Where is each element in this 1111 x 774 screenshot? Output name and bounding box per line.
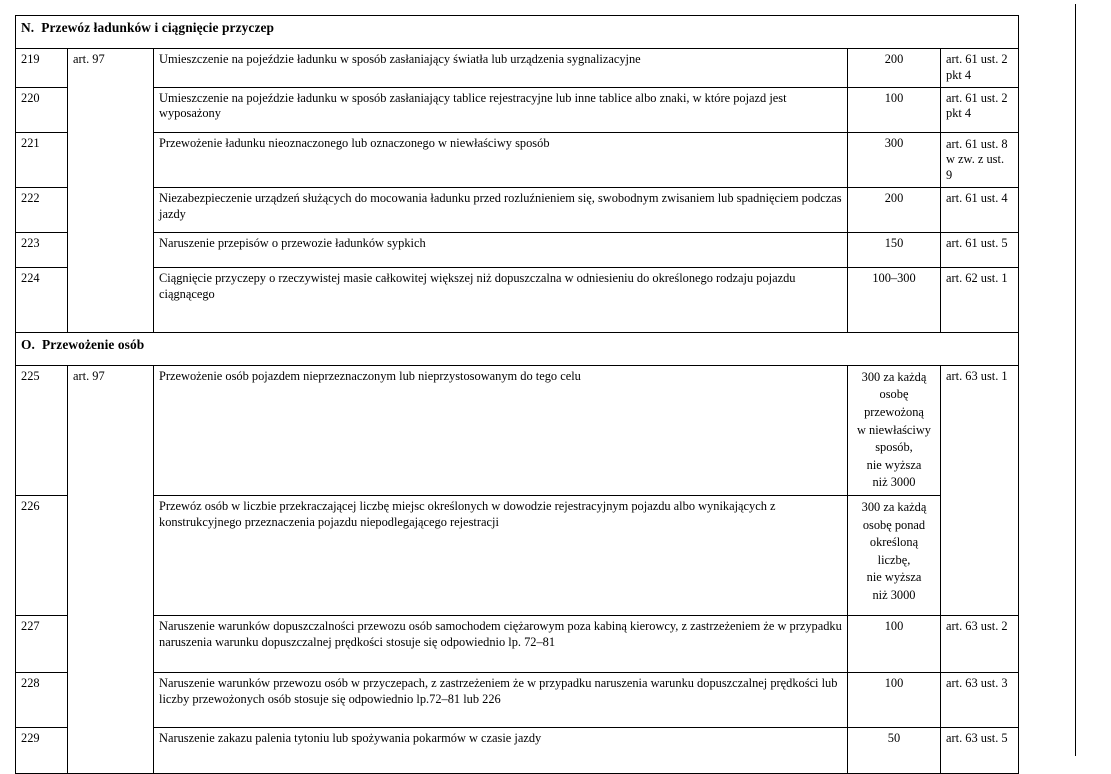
table-row: 229 Naruszenie zakazu palenia tytoniu lu… <box>15 727 1020 774</box>
row-legal-ref: art. 61 ust. 5 <box>939 231 1020 268</box>
fine-line: osobę ponad <box>862 517 926 532</box>
section-title-o: Przewożenie osób <box>41 336 145 352</box>
row-fine: 100 <box>847 86 941 133</box>
row-lp: 227 <box>15 615 68 674</box>
row-description: Przewożenie ładunku nieoznaczonego lub o… <box>153 131 848 188</box>
row-legal-ref: art. 61 ust. 4 <box>939 186 1020 233</box>
row-fine: 300 <box>847 131 941 188</box>
table-row: 228 Naruszenie warunków przewozu osób w … <box>15 672 1020 729</box>
row-article-group: art. 97 <box>67 364 154 774</box>
row-description: Umieszczenie na pojeździe ładunku w spos… <box>153 48 848 88</box>
row-fine: 300 za każdą osobę ponad określoną liczb… <box>847 495 941 617</box>
row-lp: 224 <box>15 266 68 333</box>
position-number: Poz. 2484 <box>1062 672 1111 724</box>
row-description: Naruszenie warunków dopuszczalności prze… <box>153 615 848 674</box>
row-legal-ref-grouped: art. 63 ust. 1 <box>939 364 1020 617</box>
row-fine: 200 <box>847 48 941 88</box>
row-lp: 223 <box>15 231 68 268</box>
penalty-table: N. Przewóz ładunków i ciągnięcie przyczep… <box>14 15 1020 774</box>
row-legal-ref: art. 61 ust. 2 pkt 4 <box>939 86 1020 133</box>
fine-line: 300 za każdą <box>861 500 927 515</box>
section-letter-o: O. <box>21 336 35 352</box>
row-fine: 100 <box>847 615 941 674</box>
row-description: Naruszenie warunków przewozu osób w przy… <box>153 672 848 729</box>
table-row: 223 Naruszenie przepisów o przewozie ład… <box>15 231 1020 268</box>
table-row: 222 Niezabezpieczenie urządzeń służących… <box>15 186 1020 233</box>
page-number: – 13 – <box>1062 350 1111 378</box>
fine-line: 300 za każdą <box>861 369 927 384</box>
row-legal-ref: art. 61 ust. 8 w zw. z ust. 9 <box>939 131 1020 188</box>
margin-divider-line <box>1075 4 1076 756</box>
row-description: Niezabezpieczenie urządzeń służących do … <box>153 186 848 233</box>
row-lp: 225 <box>15 364 68 497</box>
row-lp: 222 <box>15 186 68 233</box>
fine-line: liczbę, <box>877 552 911 567</box>
fine-line: w niewłaściwy <box>857 422 931 437</box>
journal-name: Dziennik Ustaw <box>1062 8 1111 96</box>
fine-line: nie wyższa <box>866 570 922 585</box>
row-legal-ref: art. 62 ust. 1 <box>939 266 1020 333</box>
row-fine: 100 <box>847 672 941 729</box>
table-row: 221 Przewożenie ładunku nieoznaczonego l… <box>15 131 1020 188</box>
section-header-o: O. Przewożenie osób <box>14 331 1020 366</box>
row-description: Przewóz osób w liczbie przekraczającej l… <box>153 495 848 617</box>
table-row: 226 Przewóz osób w liczbie przekraczając… <box>15 495 1019 617</box>
page-margin-rail: Dziennik Ustaw – 13 – Poz. 2484 <box>1062 0 1111 760</box>
fine-line: niż 3000 <box>872 475 916 490</box>
row-lp: 229 <box>15 727 68 774</box>
section-letter-n: N. <box>21 20 35 35</box>
row-description: Ciągnięcie przyczepy o rzeczywistej masi… <box>153 266 848 333</box>
fine-line: osobę <box>879 387 909 402</box>
row-description: Umieszczenie na pojeździe ładunku w spos… <box>153 86 848 133</box>
row-lp: 220 <box>15 86 68 133</box>
row-fine: 100–300 <box>847 266 941 333</box>
row-lp: 219 <box>15 48 68 88</box>
row-article-group: art. 97 <box>67 48 154 333</box>
table-row: 225 art. 97 Przewożenie osób pojazdem ni… <box>15 364 1020 774</box>
row-description: Przewożenie osób pojazdem nieprzeznaczon… <box>153 364 848 497</box>
table-row: 220 Umieszczenie na pojeździe ładunku w … <box>15 86 1020 133</box>
row-legal-ref: art. 61 ust. 2 pkt 4 <box>939 48 1020 88</box>
row-legal-ref: art. 63 ust. 2 <box>939 615 1020 674</box>
row-fine: 50 <box>847 727 941 774</box>
row-lp: 221 <box>15 131 68 188</box>
row-legal-ref: art. 63 ust. 3 <box>939 672 1020 729</box>
row-description: Naruszenie zakazu palenia tytoniu lub sp… <box>153 727 848 774</box>
row-fine: 200 <box>847 186 941 233</box>
table-row: 219 art. 97 Umieszczenie na pojeździe ła… <box>15 48 1020 333</box>
row-fine: 300 za każdą osobę przewożoną w niewłaśc… <box>847 364 941 497</box>
row-legal-ref: art. 63 ust. 5 <box>939 727 1020 774</box>
row-lp: 228 <box>15 672 68 729</box>
fine-line: przewożoną <box>864 404 924 419</box>
fine-line: nie wyższa <box>866 457 922 472</box>
section-header-n: N. Przewóz ładunków i ciągnięcie przyczep <box>14 15 1020 49</box>
fine-line: sposób, <box>875 440 913 455</box>
table-row: 227 Naruszenie warunków dopuszczalności … <box>15 615 1020 674</box>
row-description: Naruszenie przepisów o przewozie ładunkó… <box>153 231 848 268</box>
fine-line: określoną <box>869 535 919 550</box>
table-row: 224 Ciągnięcie przyczepy o rzeczywistej … <box>15 266 1020 333</box>
row-lp: 226 <box>15 495 68 617</box>
section-title-n: Przewóz ładunków i ciągnięcie przyczep <box>41 20 275 35</box>
fine-line: niż 3000 <box>872 588 916 603</box>
row-fine: 150 <box>847 231 941 268</box>
